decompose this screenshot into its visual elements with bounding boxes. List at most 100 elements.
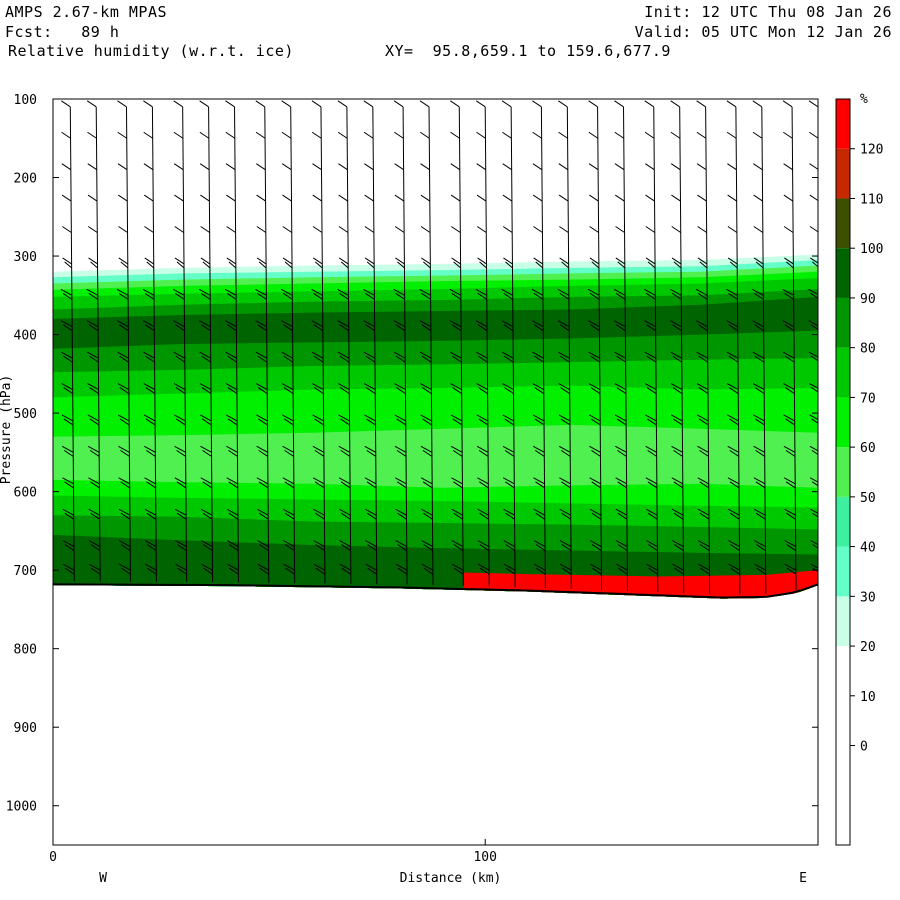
wind-barb-flag: [174, 292, 185, 300]
wind-barb-staff: [290, 106, 296, 583]
wind-barb-flag: [674, 567, 684, 575]
wind-barb-flag: [450, 131, 460, 139]
wind-barb-flag: [558, 100, 568, 108]
wind-barb-flag: [589, 508, 602, 516]
wind-barb-flag: [590, 563, 602, 571]
wind-barb-flag: [395, 355, 406, 363]
wind-barb-flag: [644, 383, 657, 390]
wind-barb-flag: [86, 288, 99, 296]
wind-barb-flag: [421, 355, 432, 363]
wind-barb-flag: [561, 567, 572, 575]
wind-barb-flag: [727, 194, 737, 202]
wind-barb-flag: [560, 387, 570, 394]
wind-barb-flag: [450, 351, 462, 359]
wind-barb-flag: [616, 324, 626, 332]
wind-barb-flag: [752, 288, 764, 296]
wind-barb-flag: [670, 131, 681, 139]
wind-barb-flag: [615, 257, 626, 265]
wind-barb-flag: [453, 567, 464, 575]
wind-barb-flag: [90, 567, 101, 575]
wind-barb-flag: [477, 540, 490, 548]
wind-barb-flag: [284, 418, 294, 426]
wind-barb-flag: [502, 131, 512, 139]
wind-barb-flag: [421, 292, 431, 300]
wind-barb-flag: [784, 324, 795, 332]
wind-barb-flag: [419, 320, 432, 328]
colorbar-swatch: [836, 248, 850, 298]
wind-barb-flag: [312, 194, 323, 202]
wind-barb-flag: [809, 414, 818, 421]
wind-barb-flag: [730, 544, 740, 552]
y-tick-label: 200: [14, 172, 37, 187]
wind-barb-flag: [201, 563, 213, 571]
wind-barb-flag: [810, 292, 818, 299]
wind-barb-flag: [646, 540, 658, 548]
wind-barb-flag: [726, 131, 737, 139]
wind-barb-flag: [394, 163, 404, 171]
wind-barb-flag: [176, 449, 186, 457]
wind-barb-flag: [505, 261, 513, 269]
wind-barb-flag: [340, 418, 350, 426]
wind-barb-flag: [590, 387, 601, 394]
wind-barb-flag: [175, 387, 186, 394]
wind-barb-flag: [62, 563, 75, 571]
colorbar-swatch: [836, 546, 850, 597]
wind-barb-flag: [256, 194, 266, 202]
wind-barb-flag: [502, 383, 514, 390]
wind-barb-flag: [341, 512, 351, 520]
wind-barb-flag: [257, 540, 269, 548]
wind-barb-flag: [284, 261, 293, 269]
wind-barb-flag: [808, 351, 818, 358]
wind-barb-flag: [144, 226, 154, 233]
wind-barb-flag: [337, 288, 349, 296]
wind-barb-flag: [727, 414, 739, 422]
wind-barb-flag: [364, 445, 376, 453]
y-tick-label: 400: [14, 329, 37, 344]
wind-barb-flag: [143, 194, 154, 202]
wind-barb-flag: [673, 449, 683, 457]
wind-barb-flag: [617, 544, 628, 552]
wind-barb-flag: [395, 292, 405, 300]
wind-barb-flag: [419, 100, 430, 108]
wind-barb-flag: [339, 508, 351, 516]
wind-barb-flag: [258, 449, 268, 457]
wind-barb-flag: [534, 387, 545, 394]
wind-barb-flag: [696, 131, 707, 139]
wind-barb-flag: [561, 481, 571, 489]
wind-barb-flag: [86, 320, 99, 328]
wind-barb-flag: [727, 508, 740, 516]
wind-barb-flag: [256, 163, 266, 171]
wind-barb-flag: [644, 288, 656, 296]
wind-barb-flag: [782, 320, 795, 328]
wind-barb-flag: [201, 355, 211, 363]
wind-barb-flag: [314, 481, 325, 489]
wind-barb-flag: [313, 292, 323, 300]
wind-barb-flag: [753, 226, 764, 233]
wind-barb-flag: [783, 414, 795, 422]
wind-barb-flag: [363, 383, 376, 390]
wind-barb-flag: [61, 194, 72, 202]
plot-frame: [52, 98, 819, 846]
wind-barb-flag: [502, 414, 514, 422]
wind-barb-flag: [558, 414, 571, 422]
colorbar-swatch: [836, 646, 850, 696]
wind-barb-flag: [227, 418, 238, 426]
wind-barb-flag: [475, 100, 486, 108]
colorbar-swatch: [836, 99, 850, 149]
wind-barb-flag: [394, 131, 404, 139]
wind-barb-flag: [225, 351, 237, 359]
wind-barb-flag: [420, 163, 430, 171]
wind-barb-flag: [697, 508, 710, 516]
wind-barb-flag: [783, 477, 796, 485]
wind-barb-flag: [282, 226, 293, 233]
wind-barb-flag: [311, 288, 323, 296]
wind-barb-flag: [504, 387, 514, 394]
wind-barb-flag: [281, 288, 293, 296]
x-tick-label: 0: [49, 850, 57, 865]
wind-barb-flag: [173, 383, 186, 390]
wind-barb-flag: [259, 567, 269, 575]
wind-barb-flag: [365, 540, 377, 548]
wind-barb-flag: [313, 563, 326, 571]
wind-barb-flag: [339, 355, 350, 363]
colorbar-label: 10: [860, 690, 876, 705]
